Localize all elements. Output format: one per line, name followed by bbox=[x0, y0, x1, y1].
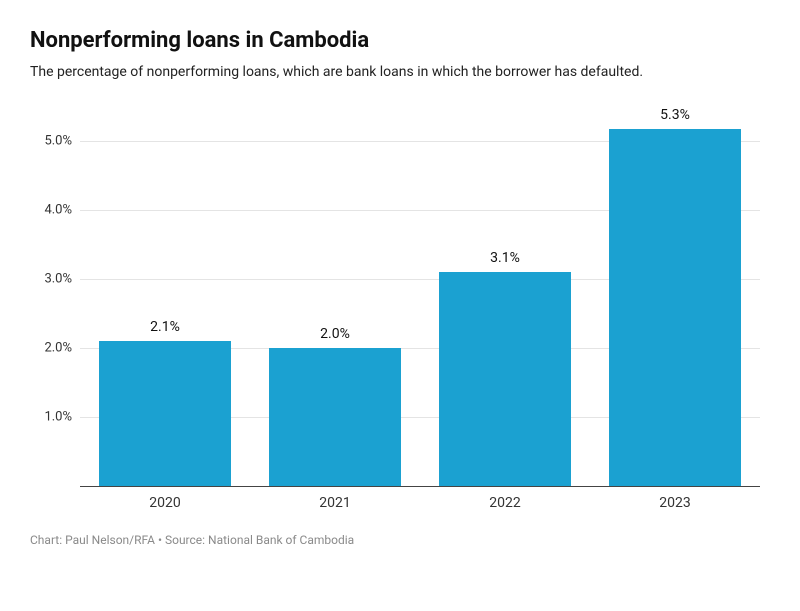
chart-footer: Chart: Paul Nelson/RFA • Source: Nationa… bbox=[30, 533, 770, 547]
x-axis-labels: 2020202120222023 bbox=[80, 487, 760, 517]
bar bbox=[99, 341, 232, 486]
bar-value-label: 2.1% bbox=[150, 319, 180, 335]
bar bbox=[269, 348, 402, 486]
y-tick-label: 1.0% bbox=[30, 409, 72, 424]
bar-slot: 3.1% bbox=[420, 107, 590, 486]
bar bbox=[609, 129, 742, 486]
bars-container: 2.1% 2.0% 3.1% 5.3% bbox=[80, 107, 760, 486]
chart-area: 1.0% 2.0% 3.0% 4.0% 5.0% 2.1% 2.0% 3.1% 5.3% 20… bbox=[30, 107, 770, 517]
bar-slot: 5.3% bbox=[590, 107, 760, 486]
chart-title: Nonperforming loans in Cambodia bbox=[30, 28, 770, 53]
y-tick-label: 2.0% bbox=[30, 340, 72, 355]
bar-slot: 2.1% bbox=[80, 107, 250, 486]
bar bbox=[439, 272, 572, 486]
bar-value-label: 5.3% bbox=[660, 107, 690, 123]
plot-area: 1.0%2.0%3.0%4.0%5.0% 2.1%2.0%3.1%5.3% bbox=[80, 107, 760, 487]
chart-subtitle: The percentage of nonperforming loans, w… bbox=[30, 63, 750, 83]
x-tick-label: 2023 bbox=[590, 487, 760, 517]
y-tick-label: 4.0% bbox=[30, 202, 72, 217]
x-tick-label: 2020 bbox=[80, 487, 250, 517]
bar-slot: 2.0% bbox=[250, 107, 420, 486]
y-tick-label: 5.0% bbox=[30, 134, 72, 149]
bar-value-label: 2.0% bbox=[320, 326, 350, 342]
x-tick-label: 2021 bbox=[250, 487, 420, 517]
y-tick-label: 3.0% bbox=[30, 271, 72, 286]
x-tick-label: 2022 bbox=[420, 487, 590, 517]
bar-value-label: 3.1% bbox=[490, 250, 520, 266]
